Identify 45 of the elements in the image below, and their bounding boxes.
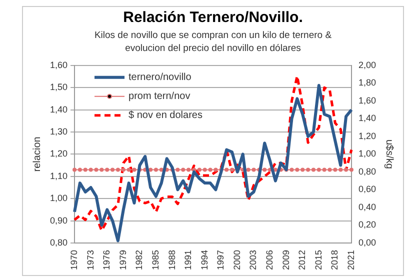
x-tick-label: 1973: [85, 250, 96, 270]
legend-label: $ nov en dolares: [128, 110, 202, 122]
chart-subtitle: Kilos de novillo que se compran con un kilo de ternero & evolucion del precio del novillo en dólares: [93, 29, 333, 55]
y2-axis-title: u$s/kg: [383, 139, 394, 169]
x-tick-label: 1994: [199, 250, 210, 270]
y-tick-label: 1,10: [50, 170, 68, 181]
x-tick-label: 1970: [69, 250, 79, 270]
y2-tick-label: 1,60: [358, 95, 376, 106]
y2-tick-label: 2,00: [358, 60, 376, 70]
y-tick-label: 1,40: [50, 104, 68, 114]
x-tick-label: 1976: [102, 250, 112, 270]
x-tick-label: 2015: [313, 250, 324, 270]
x-tick-label: 1982: [134, 250, 144, 270]
y-tick-label: 1,20: [50, 148, 68, 159]
y2-tick-label: 1,40: [358, 113, 376, 124]
y2-tick-label: 1,00: [358, 148, 376, 159]
y-tick-label: 0,90: [50, 215, 68, 226]
x-tick-label: 2003: [248, 250, 258, 270]
x-tick-label: 2012: [297, 250, 308, 270]
x-tick-label: 2021: [346, 250, 356, 270]
x-tick-label: 1985: [150, 250, 160, 270]
chart-title: Relación Ternero/Novillo.: [122, 9, 304, 26]
x-tick-label: 2006: [264, 250, 275, 270]
legend-label: prom tern/nov: [128, 91, 190, 102]
y2-tick-label: 0,40: [358, 202, 376, 212]
y2-tick-label: 1,80: [358, 78, 376, 88]
y2-tick-label: 1,20: [358, 130, 376, 141]
y2-tick-label: 0,80: [358, 166, 376, 176]
y-tick-label: 1,30: [50, 126, 68, 136]
legend-label: ternero/novillo: [128, 72, 192, 84]
y-axis-title: relacion: [32, 136, 43, 172]
x-tick-label: 1988: [166, 250, 177, 270]
x-tick-label: 1979: [118, 250, 128, 270]
x-tick-label: 2009: [280, 250, 291, 270]
x-tick-label: 2018: [330, 250, 340, 270]
y2-tick-label: 0,60: [358, 184, 376, 194]
y-tick-label: 0,80: [50, 237, 68, 248]
y-tick-label: 1,60: [50, 60, 68, 70]
y2-tick-label: 0,20: [358, 220, 376, 230]
y-tick-label: 1,00: [50, 193, 68, 204]
y-tick-label: 1,50: [50, 82, 68, 92]
x-tick-label: 1991: [183, 250, 194, 270]
x-tick-label: 1997: [216, 250, 226, 270]
y2-tick-label: 0,00: [358, 237, 376, 248]
x-tick-label: 2000: [232, 250, 242, 270]
